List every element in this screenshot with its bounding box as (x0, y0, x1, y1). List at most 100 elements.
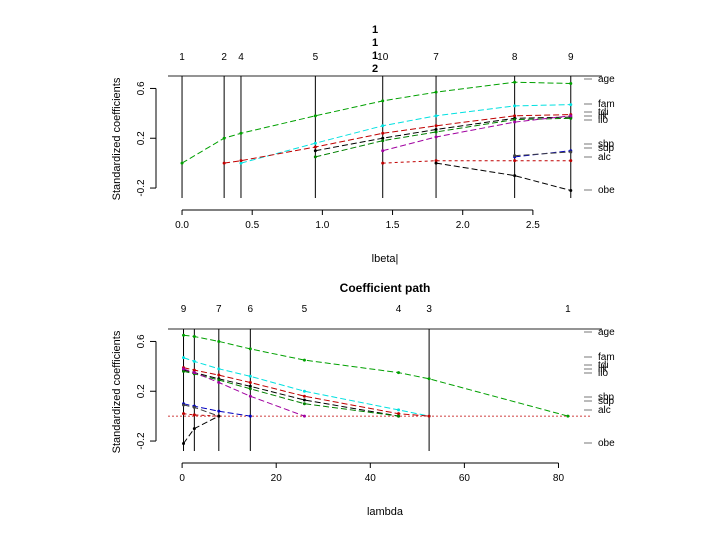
series-point-liu (313, 149, 317, 153)
legend-label: tdi (598, 107, 609, 118)
legend-label: tdi (598, 360, 609, 371)
legend-label: fam (598, 99, 615, 110)
x-tick-label: 60 (459, 473, 471, 484)
series-point-lib (302, 414, 306, 418)
stacked-step-label: 1 (372, 50, 378, 62)
legend-label: age (598, 74, 615, 85)
series-line-alc (382, 160, 571, 164)
series-point-lib (192, 371, 196, 375)
legend-label: obe (598, 185, 615, 196)
series-line-lib (382, 115, 571, 152)
series-point-lis (513, 118, 517, 122)
step-label: 8 (512, 52, 518, 63)
series-point-liu (381, 136, 385, 140)
legend-label: fam (598, 352, 615, 363)
series-point-lik (302, 394, 306, 398)
series-point-sdp (182, 403, 186, 407)
series-point-lik (513, 114, 517, 118)
step-label: 5 (302, 304, 308, 315)
series-line-fam (183, 357, 430, 417)
x-tick-label: 2.0 (456, 220, 470, 231)
series-line-liu (315, 116, 571, 152)
series-point-fam (434, 114, 438, 118)
series-point-sbp (217, 409, 221, 413)
series-point-age (434, 90, 438, 94)
legend-label: sdp (598, 143, 615, 154)
y-tick-label: 0.2 (136, 131, 147, 145)
series-point-obe (182, 442, 186, 446)
series-point-alc (434, 159, 438, 163)
series-point-obe (192, 427, 196, 431)
legend-label: alc (598, 152, 611, 163)
series-line-sbp (183, 403, 251, 417)
x-tick-label: 80 (553, 473, 565, 484)
series-line-obe (435, 162, 571, 191)
x-tick-label: 2.5 (526, 220, 540, 231)
series-line-obe (183, 415, 220, 444)
series-point-lib (248, 394, 252, 398)
lars-coefficient-panel: -0.2 0.2 0.6 Standardized coefficients 0.0 0.… (111, 24, 615, 265)
series-point-lis (248, 387, 252, 391)
series-point-lib (381, 149, 385, 153)
series-point-lik (427, 414, 431, 418)
legend-label: age (598, 327, 615, 338)
series-point-lis (217, 378, 221, 382)
lasso-coefficient-path-panel: -0.2 0.2 0.6 Standardized coefficients 0 20 40… (111, 281, 615, 518)
series-point-age (397, 371, 401, 375)
series-point-obe (569, 189, 573, 193)
series-point-lik (434, 124, 438, 128)
series-point-lik (239, 159, 243, 163)
series-point-lik (397, 412, 401, 416)
legend-label: sbp (598, 392, 615, 403)
series-point-sdp (192, 405, 196, 409)
series-point-age (248, 347, 252, 351)
legend-label: lio (598, 368, 608, 379)
y-tick-label: 0.6 (136, 81, 147, 95)
series-point-lis (434, 130, 438, 134)
series-point-age (239, 131, 243, 135)
series-line-fam (240, 104, 571, 164)
series-line-age (181, 81, 571, 164)
series-point-age (513, 80, 517, 84)
series-point-lis (313, 155, 317, 159)
y-axis-label: Standardized coefficients (111, 77, 123, 200)
y-axis-label: Standardized coefficients (111, 330, 123, 453)
step-label: 4 (238, 52, 244, 63)
x-axis-label: lambda (367, 506, 404, 518)
step-label: 2 (221, 52, 227, 63)
series-point-fam (397, 408, 401, 412)
series-point-fam (513, 104, 517, 108)
stacked-step-label: 1 (372, 24, 378, 36)
step-label: 9 (181, 304, 187, 315)
chart-title: Coefficient path (340, 281, 431, 295)
y-tick-label: -0.2 (136, 179, 147, 197)
step-label: 1 (565, 304, 571, 315)
step-label: 6 (248, 304, 254, 315)
x-tick-label: 1.5 (386, 220, 400, 231)
series-point-fam (313, 141, 317, 145)
series-point-lik (222, 161, 226, 165)
y-tick-label: 0.2 (136, 384, 147, 398)
x-tick-label: 20 (271, 473, 283, 484)
series-point-fam (182, 356, 186, 360)
series-point-sbp (248, 414, 252, 418)
series-point-age (566, 414, 570, 418)
stacked-step-label: 1 (372, 37, 378, 49)
series-line-sdp (514, 151, 571, 157)
step-label: 1 (179, 52, 185, 63)
step-label: 3 (426, 304, 432, 315)
x-axis-label: lbeta| (372, 253, 399, 265)
legend-label: alc (598, 405, 611, 416)
series-point-fam (381, 124, 385, 128)
series-point-lik (381, 131, 385, 135)
series-point-obe (217, 414, 221, 418)
series-point-alc (569, 159, 573, 163)
step-label: 9 (568, 52, 574, 63)
series-point-fam (192, 359, 196, 363)
x-tick-label: 0.0 (175, 220, 189, 231)
series-point-age (192, 334, 196, 338)
series-point-lis (182, 369, 186, 373)
series-point-alc (513, 159, 517, 163)
x-tick-label: 40 (365, 473, 377, 484)
series-point-age (180, 161, 184, 165)
